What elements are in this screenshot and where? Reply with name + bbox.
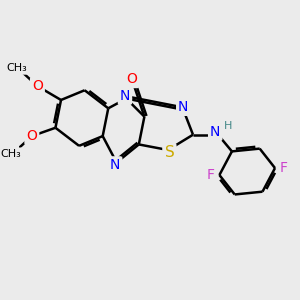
Text: CH₃: CH₃ <box>6 63 27 73</box>
Text: H: H <box>224 121 232 131</box>
Text: O: O <box>126 72 137 86</box>
Text: F: F <box>279 161 287 175</box>
Text: O: O <box>26 129 37 143</box>
Text: N: N <box>178 100 188 114</box>
Text: N: N <box>120 89 130 103</box>
Text: N: N <box>210 125 220 139</box>
Text: S: S <box>164 145 174 160</box>
Text: N: N <box>110 158 120 172</box>
Text: CH₃: CH₃ <box>1 149 21 159</box>
Text: F: F <box>207 168 215 182</box>
Text: O: O <box>32 79 43 93</box>
